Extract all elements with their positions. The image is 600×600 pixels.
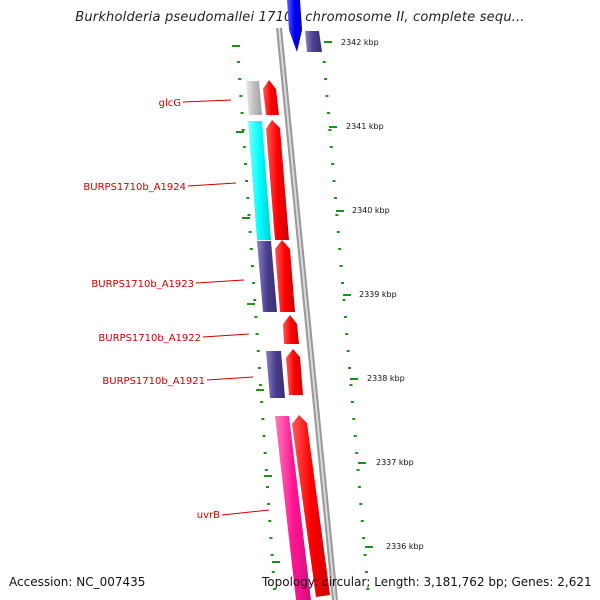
- gene-label-A1924[interactable]: BURPS1710b_A1924: [83, 182, 237, 193]
- gene-uvrB-forward[interactable]: [292, 415, 330, 597]
- gene-glcG[interactable]: [246, 81, 262, 115]
- gene-BURPS1710b_A1921[interactable]: [266, 351, 285, 398]
- gene-label-A1922[interactable]: BURPS1710b_A1922: [98, 333, 250, 344]
- gene-label-text: BURPS1710b_A1921: [102, 376, 205, 387]
- scale-tick-label: 2342 kbp: [341, 38, 379, 47]
- gene-label-text: glcG: [159, 98, 181, 109]
- inner-major-ticks: [232, 45, 280, 563]
- gene-uvrB[interactable]: [275, 416, 311, 600]
- scale-tick-label: 2339 kbp: [359, 290, 397, 299]
- outer-tick-marks: [322, 61, 370, 590]
- gene-label-uvrB[interactable]: uvrB: [197, 509, 270, 521]
- gene-label-text: BURPS1710b_A1923: [91, 279, 194, 290]
- top-gene-blue[interactable]: [287, 0, 302, 52]
- gene-label-text: uvrB: [197, 510, 220, 521]
- scale-tick-label: 2336 kbp: [386, 542, 424, 551]
- gene-label-A1921[interactable]: BURPS1710b_A1921: [102, 376, 254, 387]
- scale-tick-label: 2337 kbp: [376, 458, 414, 467]
- backbone-highlight: [278, 27, 336, 600]
- top-gene-purple[interactable]: [305, 31, 322, 52]
- scale-tick-label: 2341 kbp: [346, 122, 384, 131]
- gene-BURPS1710b_A1923[interactable]: [257, 241, 277, 312]
- gene-BURPS1710b_A1922-forward[interactable]: [283, 315, 299, 344]
- gene-label-text: BURPS1710b_A1924: [83, 182, 186, 193]
- scale-tick-label: 2338 kbp: [367, 374, 405, 383]
- gene-BURPS1710b_A1924[interactable]: [248, 121, 271, 240]
- scale-tick-label: 2340 kbp: [352, 206, 390, 215]
- scale-tick-2339: 2339 kbp: [343, 290, 397, 299]
- scale-tick-2338: 2338 kbp: [350, 374, 405, 383]
- scale-tick-2340: 2340 kbp: [336, 206, 390, 215]
- scale-tick-2337: 2337 kbp: [358, 458, 414, 467]
- gene-BURPS1710b_A1923-forward[interactable]: [275, 240, 295, 312]
- gene-BURPS1710b_A1924-forward[interactable]: [266, 120, 289, 240]
- scale-tick-2342: 2342 kbp: [324, 38, 379, 47]
- gene-label-text: BURPS1710b_A1922: [98, 333, 201, 344]
- gene-glcG-forward[interactable]: [263, 80, 279, 115]
- accession-text: Accession: NC_007435: [9, 575, 146, 589]
- gene-label-glcG[interactable]: glcG: [159, 98, 232, 109]
- scale-tick-2341: 2341 kbp: [329, 122, 384, 131]
- scale-tick-2336: 2336 kbp: [365, 542, 424, 551]
- topology-text: Topology: circular; Length: 3,181,762 bp…: [262, 575, 592, 589]
- inner-tick-marks: [237, 61, 276, 590]
- gene-BURPS1710b_A1921-forward[interactable]: [286, 349, 303, 395]
- gene-label-A1923[interactable]: BURPS1710b_A1923: [91, 279, 245, 290]
